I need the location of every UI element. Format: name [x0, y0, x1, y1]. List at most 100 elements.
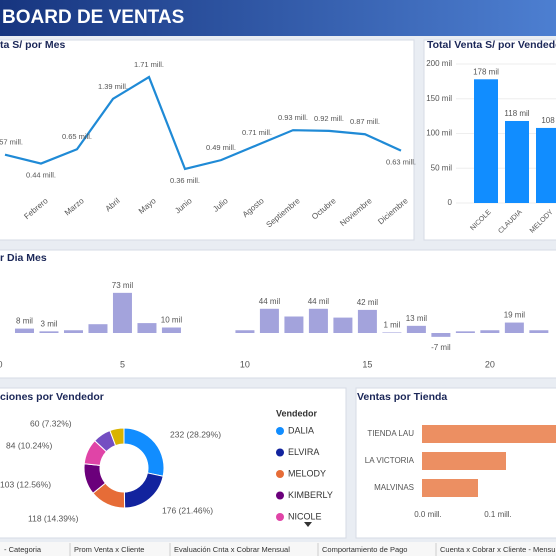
legend-label: ELVIRA	[288, 447, 319, 457]
data-label: 0.92 mill.	[314, 114, 344, 123]
y-tick-label: LA VICTORIA	[365, 456, 415, 465]
x-tick-label: 0	[0, 359, 3, 369]
bar	[308, 308, 328, 333]
slice	[109, 427, 125, 447]
tab[interactable]: Cuenta x Cobrar x Cliente - Mensu	[440, 545, 555, 554]
data-label: 44 mil	[259, 297, 281, 306]
y-tick-label: MALVINAS	[374, 483, 414, 492]
legend-title: Vendedor	[276, 408, 318, 418]
data-label: 44 mil	[308, 297, 330, 306]
header-title: BOARD DE VENTAS	[2, 7, 184, 28]
legend-label: NICOLE	[288, 511, 322, 521]
bar	[63, 330, 83, 333]
panel	[0, 387, 347, 539]
tab[interactable]: Comportamiento de Pago	[322, 545, 407, 554]
bar	[333, 317, 353, 333]
y-tick-label: 200 mil	[426, 59, 452, 68]
x-tick-label: 20	[485, 359, 495, 369]
bar	[382, 332, 402, 333]
bar	[422, 479, 478, 497]
data-label: 108	[541, 116, 555, 125]
chart-title: r Dia Mes	[0, 252, 47, 264]
y-tick-label: 50 mil	[431, 163, 453, 172]
legend-marker	[276, 513, 284, 521]
bar	[137, 323, 157, 333]
data-label: 3 mil	[41, 319, 58, 328]
bar	[39, 331, 59, 333]
bar	[14, 328, 34, 333]
tab[interactable]: - Categoria	[4, 545, 42, 554]
data-label: 0.71 mill.	[242, 128, 272, 137]
data-label: 42 mil	[357, 298, 379, 307]
tab-bar	[0, 542, 556, 556]
legend-marker	[276, 427, 284, 435]
data-label: 60 (7.32%)	[30, 418, 72, 428]
data-label: 0.65 mill.	[62, 132, 92, 141]
bar	[455, 331, 475, 333]
data-label: 13 mil	[406, 314, 428, 323]
legend-label: MELODY	[288, 468, 326, 478]
data-label: 118 mil	[504, 109, 529, 118]
x-tick-label: 15	[362, 359, 372, 369]
data-label: 0.49 mill.	[206, 143, 236, 152]
chart-title: ciones por Vendedor	[0, 391, 104, 403]
y-tick-label: 100 mil	[426, 129, 452, 138]
data-label: 1.71 mill.	[134, 60, 164, 69]
x-tick-label: 0.1 mill.	[484, 510, 512, 519]
bar	[422, 452, 506, 470]
data-label: 0.87 mill.	[350, 117, 380, 126]
panel	[0, 39, 415, 241]
bar	[431, 333, 451, 337]
bar	[88, 324, 108, 333]
y-tick-label: TIENDA LAU	[367, 429, 414, 438]
data-label: 84 (10.24%)	[6, 440, 52, 450]
bar	[284, 316, 304, 333]
tab[interactable]: Prom Venta x Cliente	[74, 545, 144, 554]
data-label: 0.57 mill.	[0, 138, 23, 147]
bar	[357, 309, 377, 333]
legend-label: KIMBERLY	[288, 490, 333, 500]
data-label: 103 (12.56%)	[0, 479, 51, 489]
bar	[536, 127, 556, 203]
bar	[505, 120, 529, 203]
chart-title: Ventas por Tienda	[357, 391, 447, 403]
chart-title: ta S/ por Mes	[0, 39, 66, 51]
data-label: 232 (28.29%)	[170, 429, 221, 439]
chart-title: Total Venta S/ por Vendedo	[427, 39, 556, 51]
data-label: 1 mil	[383, 321, 400, 330]
bar	[112, 292, 132, 333]
bar	[422, 425, 556, 443]
y-tick-label: 150 mil	[426, 94, 452, 103]
data-label: 10 mil	[161, 316, 183, 325]
bar	[529, 330, 549, 333]
legend-scroll[interactable]	[304, 522, 312, 527]
x-tick-label: 5	[120, 359, 125, 369]
bar	[235, 330, 255, 333]
header-bar	[0, 0, 556, 36]
data-label: -7 mil	[431, 343, 451, 352]
data-label: 0.63 mill.	[386, 158, 416, 167]
data-label: 0.36 mill.	[170, 176, 200, 185]
data-label: 0.44 mill.	[26, 171, 56, 180]
x-tick-label: 10	[240, 359, 250, 369]
data-label: 1.39 mill.	[98, 82, 128, 91]
tab[interactable]: Evaluación Cnta x Cobrar Mensual	[174, 545, 290, 554]
legend-label: DALIA	[288, 425, 314, 435]
bar	[474, 79, 498, 203]
data-label: 0.93 mill.	[278, 113, 308, 122]
data-label: 73 mil	[112, 281, 134, 290]
data-label: 118 (14.39%)	[28, 513, 79, 523]
legend-marker	[276, 448, 284, 457]
x-tick-label: 0.0 mill.	[414, 510, 442, 519]
data-label: 176 (21.46%)	[162, 505, 213, 515]
bar	[504, 322, 524, 333]
bar	[406, 325, 426, 333]
bar	[259, 308, 279, 333]
data-label: 19 mil	[504, 311, 526, 320]
data-label: 178 mil	[473, 67, 499, 76]
line	[4, 75, 402, 171]
legend-marker	[276, 491, 284, 500]
data-label: 8 mil	[16, 317, 33, 326]
legend-marker	[276, 470, 284, 478]
